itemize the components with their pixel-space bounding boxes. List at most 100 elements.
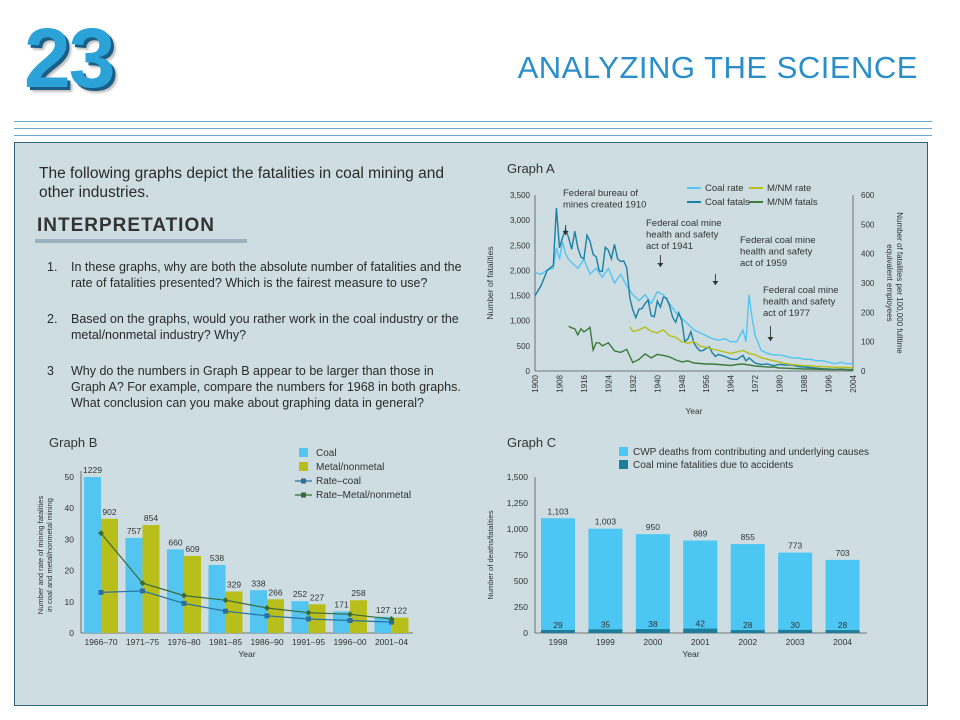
- graph-b-rate-point: [347, 611, 353, 618]
- graph-c-accident-label: 28: [743, 620, 753, 630]
- graph-b-rate-point: [222, 597, 229, 604]
- graph-b-y-tick-label: 30: [65, 534, 75, 544]
- graph-b-bar-label: 171: [334, 599, 348, 609]
- graph-c-accident-label: 28: [838, 620, 848, 630]
- graph-b-rate-point: [305, 609, 312, 616]
- graph-b-bar-label: 902: [102, 507, 116, 517]
- graph-a-legend-label: Coal fatals: [705, 197, 750, 208]
- graph-b-bar: [101, 518, 118, 633]
- content-panel: The following graphs depict the fataliti…: [14, 142, 928, 706]
- graph-c-bar-label: 703: [835, 548, 849, 558]
- graph-c-y-tick-label: 1,250: [507, 498, 529, 508]
- graph-c-legend-label: Coal mine fatalities due to accidents: [633, 460, 793, 471]
- graph-b-legend-label: Rate–Metal/nonmetal: [316, 490, 411, 501]
- graph-a-annotation-text: health and safety: [763, 297, 836, 308]
- graph-b-rate-point: [347, 618, 353, 624]
- graph-a-x-tick-label: 1940: [653, 374, 662, 392]
- graph-a: Graph A 0 500 1,000 1,500 2,000 2,500 3,000 3,50…: [485, 161, 904, 416]
- graph-b-y-tick-label: 50: [65, 472, 75, 482]
- graph-c-bar-accident: [683, 628, 718, 633]
- graph-b-bar: [374, 616, 392, 633]
- graph-a-y-tick-label: 2,000: [510, 266, 531, 275]
- graph-b-bar-label: 757: [127, 526, 141, 536]
- graph-b-bar-label: 660: [168, 537, 182, 547]
- graph-c-bar-label: 889: [693, 529, 707, 539]
- question-text: Why do the numbers in Graph B appear to …: [71, 364, 461, 410]
- graph-b-x-tick-label: 1986–90: [250, 637, 283, 647]
- graph-b-y-tick-label: 20: [65, 566, 75, 576]
- graph-a-y-label: Number of fatalities: [485, 246, 495, 319]
- graph-a-y2-tick-label: 200: [861, 308, 875, 317]
- graph-b-legend-label: Coal: [316, 448, 337, 459]
- graph-a-x-tick-label: 1932: [629, 374, 638, 392]
- graph-a-x-tick-label: 1996: [825, 374, 834, 392]
- graph-a-annotation-text: mines created 1910: [563, 200, 646, 211]
- graph-b-bar-label: 122: [393, 606, 407, 616]
- graph-b-bar-label: 127: [376, 605, 390, 615]
- graph-b-rate-point: [181, 600, 187, 606]
- divider-2: [14, 128, 932, 129]
- graph-b-bar: [84, 477, 101, 633]
- graph-a-title: Graph A: [507, 161, 555, 176]
- graph-b-y-label-line2: in coal and metal/nonmetal mining: [45, 498, 54, 612]
- graph-a-y-tick-label: 0: [526, 367, 531, 376]
- graph-c-bar-cwp: [588, 528, 623, 633]
- graph-c-x-tick-label: 2001: [691, 637, 710, 647]
- graph-a-x-label: Year: [685, 406, 702, 416]
- graph-a-y-tick-label: 3,000: [510, 216, 531, 225]
- graph-c-x-tick-label: 2002: [738, 637, 757, 647]
- graph-c-bar-accident: [778, 629, 813, 633]
- graph-b-bar: [184, 555, 201, 633]
- slide-number: 23: [24, 11, 115, 105]
- graph-a-x-tick-label: 1980: [776, 374, 785, 392]
- graph-b-bar: [142, 525, 160, 633]
- graph-a-x-tick-label: 2004: [849, 374, 858, 392]
- question-number: 2.: [47, 312, 58, 326]
- graph-c-bar-accident: [541, 629, 575, 633]
- graph-c: Graph C 0 250 500 750 1,000 1,250 1,500 Number o…: [486, 435, 869, 659]
- graph-b-rate-point: [98, 589, 104, 595]
- graph-b-bar: [308, 604, 326, 633]
- graph-a-y-tick-label: 3,500: [510, 191, 531, 200]
- question-number: 3: [47, 364, 54, 378]
- graph-a-y2-tick-label: 400: [861, 250, 875, 259]
- graph-b-legend-label: Metal/nonmetal: [316, 462, 384, 473]
- graph-c-x-tick-label: 1998: [549, 637, 568, 647]
- graph-a-x-tick-label: 1988: [800, 374, 809, 392]
- graph-c-accident-label: 35: [601, 619, 611, 629]
- graph-c-accident-label: 42: [696, 619, 706, 629]
- graph-a-annotation-text: health and safety: [740, 247, 813, 258]
- graph-c-accident-label: 30: [790, 620, 800, 630]
- graph-b-bar: [167, 549, 184, 633]
- graph-b-legend-swatch: [299, 448, 308, 457]
- graph-a-annotation-text: Federal coal mine: [763, 285, 839, 296]
- graph-a-y2-tick-label: 0: [861, 367, 866, 376]
- graph-c-bar-cwp: [635, 534, 670, 633]
- graph-a-x-tick-label: 1924: [604, 374, 613, 392]
- graph-a-x-tick-label: 1964: [727, 374, 736, 392]
- graph-b-bar-label: 252: [293, 589, 307, 599]
- graph-c-x-tick-label: 2004: [833, 637, 852, 647]
- graph-b-bar: [125, 537, 143, 633]
- graph-c-accident-label: 38: [648, 619, 658, 629]
- graph-b-rate-point: [139, 580, 146, 587]
- section-heading: INTERPRETATION: [37, 215, 215, 236]
- graph-a-series-line-1: [534, 241, 853, 365]
- graph-b-bar-label: 854: [144, 513, 158, 523]
- graph-a-series-line-3: [629, 326, 854, 369]
- graph-c-legend-swatch: [619, 460, 628, 469]
- graph-b-bar: [250, 590, 267, 633]
- graph-a-annotation-arrowhead: [657, 263, 664, 267]
- graph-a-y2-label-line2: equivalent employees: [885, 244, 894, 321]
- question-text: In these graphs, why are both the absolu…: [71, 260, 462, 290]
- slide-title: ANALYZING THE SCIENCE: [517, 50, 918, 85]
- graph-a-y-tick-label: 500: [517, 342, 531, 351]
- graph-b-bar-label: 338: [251, 578, 265, 588]
- graph-a-x-tick-label: 1972: [751, 374, 760, 392]
- graph-b-rate-point: [98, 530, 104, 537]
- charts-canvas: Graph A05001,0001,5002,0002,5003,0003,50…: [36, 161, 904, 659]
- graph-a-series-line-4: [568, 325, 854, 371]
- graph-b-x-tick-label: 1976–80: [167, 637, 200, 647]
- graph-c-y-tick-label: 0: [523, 628, 528, 638]
- graph-b-y-label-line1: Number and rate of mining fatalities: [36, 496, 45, 615]
